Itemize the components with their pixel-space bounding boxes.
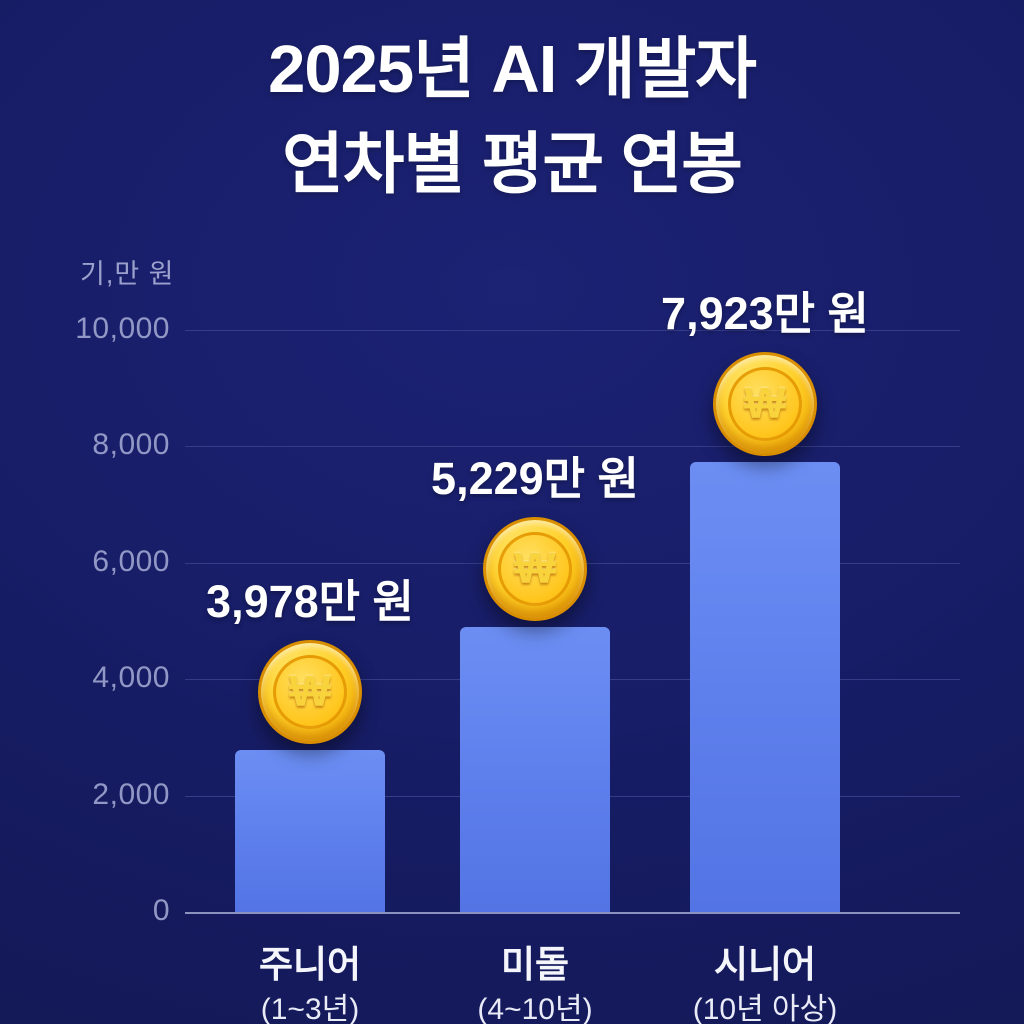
won-coin-inner: ₩ xyxy=(728,367,802,442)
gridline xyxy=(185,446,960,448)
y-tick-label: 4,000 xyxy=(92,661,170,695)
gridline xyxy=(185,330,960,331)
y-tick-label: 2,000 xyxy=(92,777,170,811)
won-symbol: ₩ xyxy=(514,544,556,594)
won-coin-icon: ₩ xyxy=(483,517,587,622)
category-label-middle: 미돌 xyxy=(500,944,570,985)
y-tick-label: 6,000 xyxy=(92,544,170,578)
category-label-junior: 주니어 xyxy=(258,944,362,985)
y-tick-label: 8,000 xyxy=(92,428,170,462)
category-sublabel-junior: (1~3년) xyxy=(260,993,360,1024)
bar-junior xyxy=(235,750,385,912)
category-sublabel-middle: (4~10년) xyxy=(477,993,593,1024)
y-tick-label: 10,000 xyxy=(75,312,170,345)
won-symbol: ₩ xyxy=(744,379,786,429)
value-label-middle: 5,229만 원 xyxy=(431,453,639,505)
bar-middle xyxy=(460,627,610,912)
won-coin-icon: ₩ xyxy=(713,352,817,457)
x-axis-line xyxy=(185,912,960,914)
won-coin-inner: ₩ xyxy=(273,655,347,730)
value-label-senior: 7,923만 원 xyxy=(661,288,869,340)
bar-chart: ₩ 3,978만 원 주니어 (1~3년) ₩ 5,229만 원 미돌 (4~1… xyxy=(185,288,960,1024)
page-title: 2025년 AI 개발자 연차별 평균 연봉 xyxy=(0,22,1024,212)
value-label-junior: 3,978만 원 xyxy=(206,576,414,628)
category-sublabel-senior: (10년 아상) xyxy=(692,993,838,1024)
won-symbol: ₩ xyxy=(289,667,331,717)
y-axis-tick-labels: 10,000 8,000 6,000 4,000 2,000 0 xyxy=(55,312,170,927)
bar-senior xyxy=(690,462,840,912)
title-line-2: 연차별 평균 연봉 xyxy=(282,127,743,203)
y-tick-label: 0 xyxy=(152,894,170,927)
title-line-1: 2025년 AI 개발자 xyxy=(268,32,757,107)
y-axis-unit-label: 기,만 원 xyxy=(80,259,175,289)
won-coin-inner: ₩ xyxy=(498,532,572,607)
category-label-senior: 시니어 xyxy=(713,944,817,985)
won-coin-icon: ₩ xyxy=(258,640,362,745)
